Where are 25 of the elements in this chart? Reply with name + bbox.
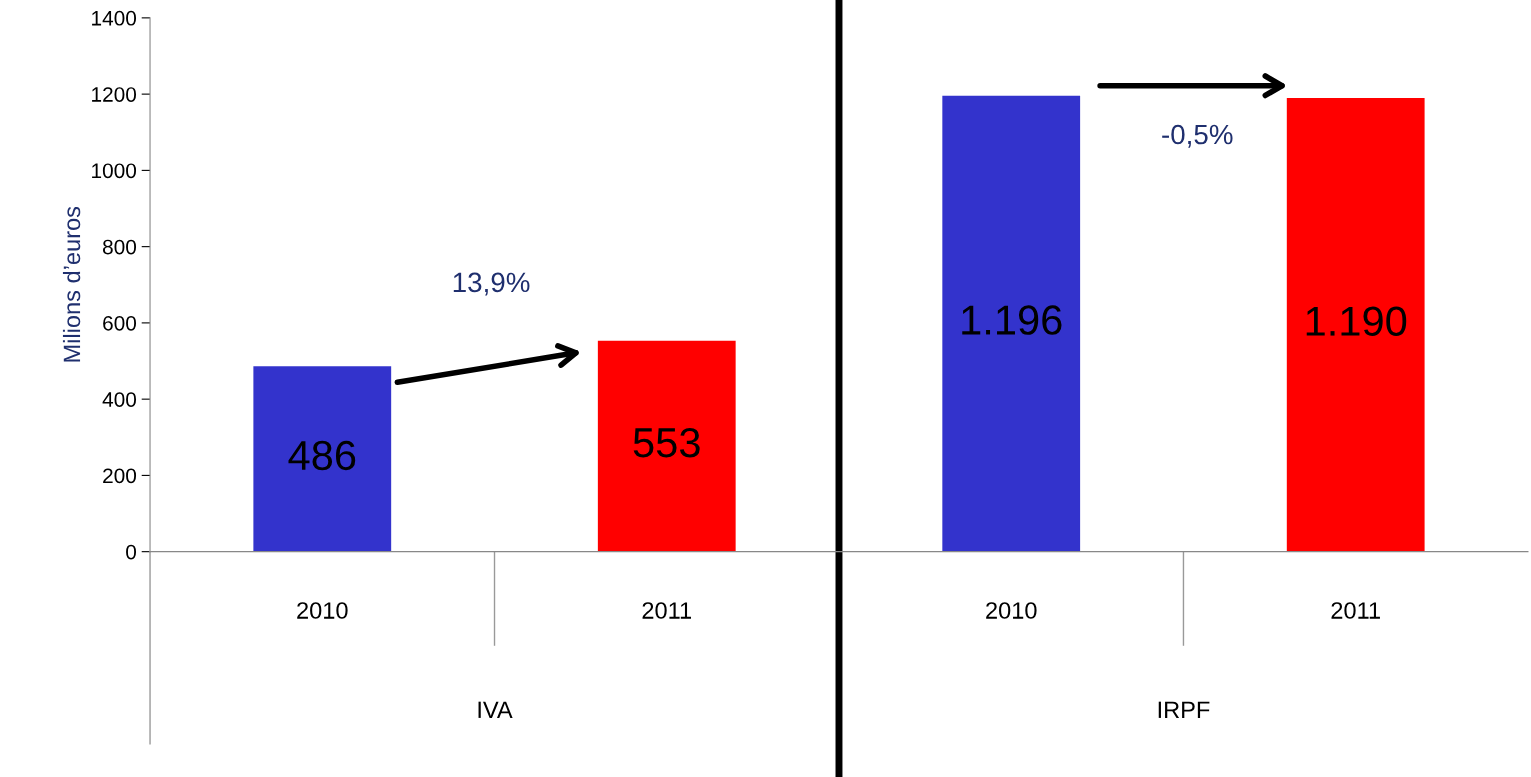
y-tick-label: 1200: [92, 87, 137, 102]
text: IRPF: [1158, 701, 1210, 718]
y-tick-label: 600: [103, 315, 137, 331]
x-tick-label: 2011: [642, 602, 691, 619]
bar: [1286, 97, 1425, 552]
y-tick-label: 1000: [92, 163, 137, 179]
data-label: 1.190: [1306, 306, 1407, 336]
y-tick-label: 400: [102, 392, 137, 407]
y-tick-label: 200: [103, 468, 137, 484]
annotation: 13,9%: [453, 272, 530, 296]
bar: [253, 366, 392, 552]
text: IVA: [478, 701, 513, 718]
y-tick-label: 1400: [92, 10, 137, 26]
x-tick-label: 2010: [986, 602, 1037, 619]
data-label: 486: [288, 440, 356, 471]
x-tick-label: 2010: [297, 602, 348, 619]
y-tick-label: 0: [126, 544, 137, 560]
y-tick-label: 800: [102, 239, 137, 255]
data-label: 1.196: [962, 305, 1062, 335]
bar: [942, 95, 1081, 552]
annotation: -0,5%: [1162, 124, 1233, 148]
y-axis-title: Milions d’euros: [62, 206, 81, 362]
x-tick-label: 2011: [1331, 602, 1380, 619]
bar: [597, 340, 736, 552]
data-label: 553: [633, 427, 700, 458]
